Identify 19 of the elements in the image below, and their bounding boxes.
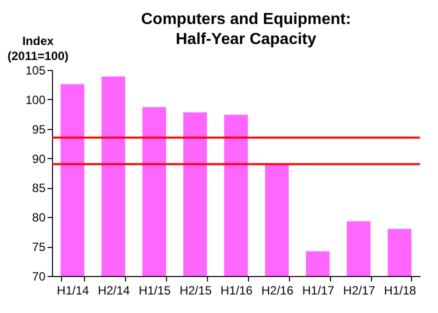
x-tick-label: H1/18 [384, 284, 416, 298]
y-tick-label: 80 [32, 210, 46, 225]
y-tick-label: 85 [32, 181, 46, 196]
y-tick-label: 95 [32, 122, 46, 136]
y-tick-label: 70 [32, 270, 46, 284]
y-axis-title: Index (2011=100) [7, 34, 69, 63]
x-tick-label: H2/15 [180, 284, 212, 298]
y-tick-label: 75 [32, 240, 46, 254]
x-tick-label: H1/17 [302, 284, 335, 298]
chart-title: Computers and Equipment: Half-Year Capacity [141, 11, 351, 48]
y-tick-label: 105 [25, 64, 46, 78]
x-tick-label: H2/14 [98, 284, 130, 298]
x-tick-label: H2/16 [261, 284, 294, 298]
y-tick-label: 90 [32, 152, 46, 166]
x-tick-label: H2/17 [343, 284, 376, 298]
x-tick-label: H1/14 [56, 284, 90, 298]
x-tick-label: H1/16 [220, 284, 253, 298]
y-tick-label: 100 [25, 92, 46, 107]
x-tick-label: H1/15 [138, 284, 172, 298]
